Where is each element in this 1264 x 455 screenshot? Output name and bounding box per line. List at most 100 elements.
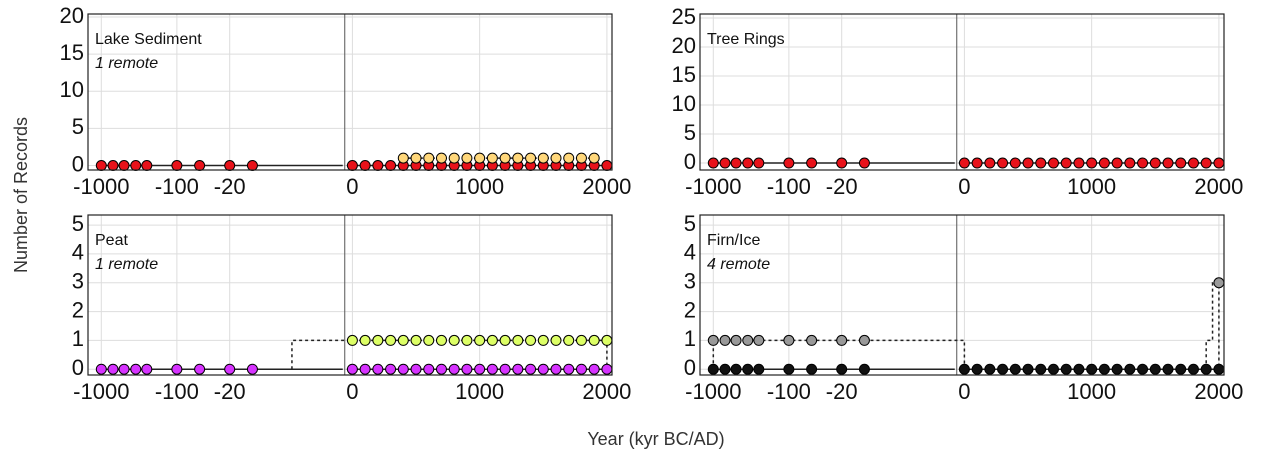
point bbox=[575, 334, 587, 346]
point bbox=[346, 334, 358, 346]
point bbox=[1187, 157, 1199, 169]
x-tick-label: 0 bbox=[958, 379, 970, 404]
point bbox=[971, 363, 983, 375]
point bbox=[1086, 157, 1098, 169]
y-tick-label: 1 bbox=[72, 326, 84, 351]
point bbox=[1213, 363, 1225, 375]
point bbox=[1111, 157, 1123, 169]
point bbox=[1149, 157, 1161, 169]
point bbox=[474, 334, 486, 346]
point bbox=[397, 152, 409, 164]
point bbox=[719, 157, 731, 169]
point bbox=[359, 334, 371, 346]
y-tick-label: 5 bbox=[72, 211, 84, 236]
point bbox=[130, 363, 142, 375]
point bbox=[742, 363, 754, 375]
point bbox=[550, 334, 562, 346]
step-line bbox=[712, 339, 966, 370]
step-line bbox=[1205, 281, 1220, 370]
point bbox=[601, 363, 613, 375]
point bbox=[1073, 363, 1085, 375]
point bbox=[1035, 157, 1047, 169]
panel-title: Lake Sediment bbox=[95, 31, 202, 48]
point bbox=[783, 157, 795, 169]
point bbox=[95, 363, 107, 375]
y-tick-label: 1 bbox=[684, 326, 696, 351]
point bbox=[588, 152, 600, 164]
point bbox=[1124, 363, 1136, 375]
point bbox=[346, 160, 358, 172]
point bbox=[1098, 157, 1110, 169]
point bbox=[372, 334, 384, 346]
point bbox=[461, 363, 473, 375]
point bbox=[753, 363, 765, 375]
panel-note: 1 remote bbox=[95, 55, 158, 72]
point bbox=[1060, 363, 1072, 375]
step-line bbox=[402, 157, 595, 166]
point bbox=[742, 157, 754, 169]
point bbox=[550, 152, 562, 164]
point bbox=[385, 160, 397, 172]
point bbox=[730, 363, 742, 375]
y-tick-label: 5 bbox=[684, 120, 696, 145]
point bbox=[537, 334, 549, 346]
point bbox=[171, 160, 183, 172]
y-tick-label: 20 bbox=[60, 3, 84, 28]
point bbox=[385, 334, 397, 346]
point bbox=[858, 157, 870, 169]
point bbox=[537, 152, 549, 164]
plot-frame bbox=[699, 13, 1225, 171]
point bbox=[410, 152, 422, 164]
point bbox=[984, 363, 996, 375]
point bbox=[1162, 363, 1174, 375]
point bbox=[730, 334, 742, 346]
plot-frame bbox=[699, 214, 1225, 376]
point bbox=[1047, 363, 1059, 375]
x-tick-label: 0 bbox=[958, 174, 970, 199]
y-tick-label: 10 bbox=[672, 91, 696, 116]
point bbox=[1047, 157, 1059, 169]
point bbox=[836, 334, 848, 346]
point bbox=[397, 363, 409, 375]
x-tick-label: 1000 bbox=[1067, 379, 1116, 404]
point bbox=[1162, 157, 1174, 169]
plot-background bbox=[88, 215, 612, 375]
x-tick-label: -20 bbox=[826, 379, 858, 404]
y-tick-label: 0 bbox=[72, 355, 84, 380]
x-tick-label: 2000 bbox=[1194, 174, 1243, 199]
point bbox=[499, 334, 511, 346]
point bbox=[385, 363, 397, 375]
point bbox=[806, 363, 818, 375]
y-tick-label: 3 bbox=[684, 269, 696, 294]
point bbox=[410, 363, 422, 375]
point bbox=[588, 334, 600, 346]
point bbox=[435, 334, 447, 346]
x-tick-label: 1000 bbox=[455, 174, 504, 199]
point bbox=[1022, 363, 1034, 375]
point bbox=[1009, 157, 1021, 169]
point bbox=[1175, 363, 1187, 375]
point bbox=[537, 363, 549, 375]
point bbox=[563, 152, 575, 164]
point bbox=[107, 160, 119, 172]
point bbox=[246, 160, 258, 172]
point bbox=[783, 334, 795, 346]
point bbox=[1213, 157, 1225, 169]
point bbox=[95, 160, 107, 172]
point bbox=[1086, 363, 1098, 375]
y-tick-label: 20 bbox=[672, 33, 696, 58]
x-axis-label: Year (kyr BC/AD) bbox=[587, 429, 724, 449]
panel-title: Peat bbox=[95, 232, 128, 249]
point bbox=[448, 363, 460, 375]
plot-frame bbox=[87, 214, 613, 376]
point bbox=[512, 363, 524, 375]
point bbox=[958, 363, 970, 375]
panel-title: Tree Rings bbox=[707, 31, 785, 48]
point bbox=[474, 152, 486, 164]
point bbox=[753, 157, 765, 169]
x-tick-label: 0 bbox=[346, 379, 358, 404]
point bbox=[359, 160, 371, 172]
point bbox=[512, 334, 524, 346]
plot-background bbox=[700, 215, 1224, 375]
